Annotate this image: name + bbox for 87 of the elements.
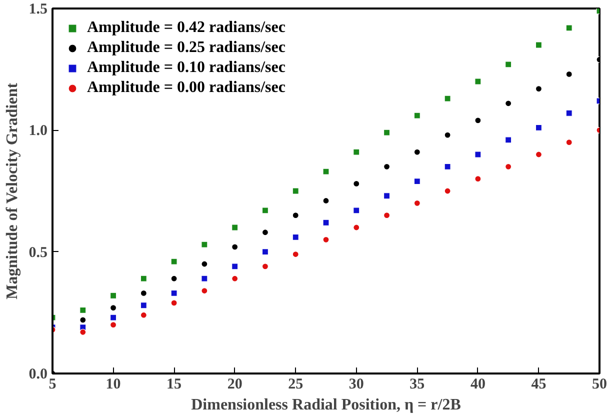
point <box>535 124 542 132</box>
point <box>110 314 117 321</box>
point <box>474 176 482 182</box>
point <box>232 224 238 231</box>
x-tick-label: 15 <box>166 376 182 392</box>
point <box>170 300 178 306</box>
point <box>80 306 86 314</box>
x-axis-title: Dimensionless Radial Position, η = r/2B <box>191 396 462 414</box>
point <box>474 78 482 85</box>
point <box>322 219 330 226</box>
point <box>170 258 178 265</box>
point <box>505 163 512 170</box>
point <box>322 197 330 204</box>
point <box>140 290 147 296</box>
point <box>535 86 542 92</box>
point <box>170 275 178 282</box>
point <box>383 129 390 136</box>
x-tick-label: 20 <box>227 376 242 392</box>
point <box>262 229 269 236</box>
point <box>110 304 117 312</box>
legend-label: Amplitude = 0.42 radians/sec <box>87 18 286 38</box>
point <box>383 192 390 200</box>
x-tick-label: 25 <box>288 376 304 392</box>
x-tick-label: 10 <box>106 376 121 392</box>
point <box>80 328 86 336</box>
point <box>535 42 542 48</box>
point <box>383 212 390 219</box>
point <box>353 224 360 231</box>
point <box>110 292 117 299</box>
point <box>80 316 86 324</box>
x-tick-label: 40 <box>470 376 486 392</box>
point <box>292 188 299 194</box>
point <box>566 110 572 116</box>
legend-label: Amplitude = 0.25 radians/sec <box>87 38 286 58</box>
point <box>505 136 512 144</box>
point <box>292 250 299 258</box>
y-tick-label: 0.0 <box>28 366 48 382</box>
point <box>566 24 572 32</box>
point <box>201 275 208 282</box>
point <box>444 95 451 102</box>
point <box>474 117 482 124</box>
x-tick-label: 30 <box>348 376 364 392</box>
point <box>414 148 420 156</box>
point <box>262 248 269 256</box>
x-tick-label: 5 <box>48 376 56 392</box>
point <box>505 100 512 107</box>
point <box>566 70 572 78</box>
point <box>353 148 360 156</box>
point <box>292 212 299 219</box>
point <box>353 180 360 187</box>
point <box>262 207 269 214</box>
point <box>201 287 208 294</box>
point <box>110 322 117 328</box>
point <box>140 312 147 318</box>
x-tick-label: 45 <box>531 376 546 392</box>
point <box>444 188 451 194</box>
x-tick-label: 35 <box>410 376 425 392</box>
point <box>566 139 572 146</box>
point <box>201 241 208 248</box>
point <box>140 275 147 282</box>
y-axis-title: Magnitude of Velocity Gradient <box>4 82 21 300</box>
point <box>262 263 269 270</box>
point <box>535 151 542 158</box>
legend-label: Amplitude = 0.00 radians/sec <box>87 78 286 98</box>
point <box>414 178 420 185</box>
point <box>414 200 420 206</box>
y-tick-label: 1.0 <box>28 123 48 140</box>
point <box>383 163 390 170</box>
point <box>444 163 451 170</box>
point <box>201 260 208 268</box>
y-tick-label: 0.5 <box>28 244 48 261</box>
point <box>322 236 330 243</box>
point <box>232 263 238 270</box>
point <box>232 275 238 282</box>
point <box>414 112 420 119</box>
point <box>505 61 512 68</box>
point <box>292 234 299 241</box>
x-tick-label: 50 <box>592 376 607 392</box>
point <box>232 244 238 250</box>
point <box>170 290 178 296</box>
point <box>353 207 360 214</box>
point <box>444 132 451 138</box>
y-tick-label: 1.5 <box>28 2 48 18</box>
point <box>474 151 482 158</box>
legend-label: Amplitude = 0.10 radians/sec <box>87 58 286 78</box>
point <box>322 168 330 175</box>
point <box>140 302 147 309</box>
